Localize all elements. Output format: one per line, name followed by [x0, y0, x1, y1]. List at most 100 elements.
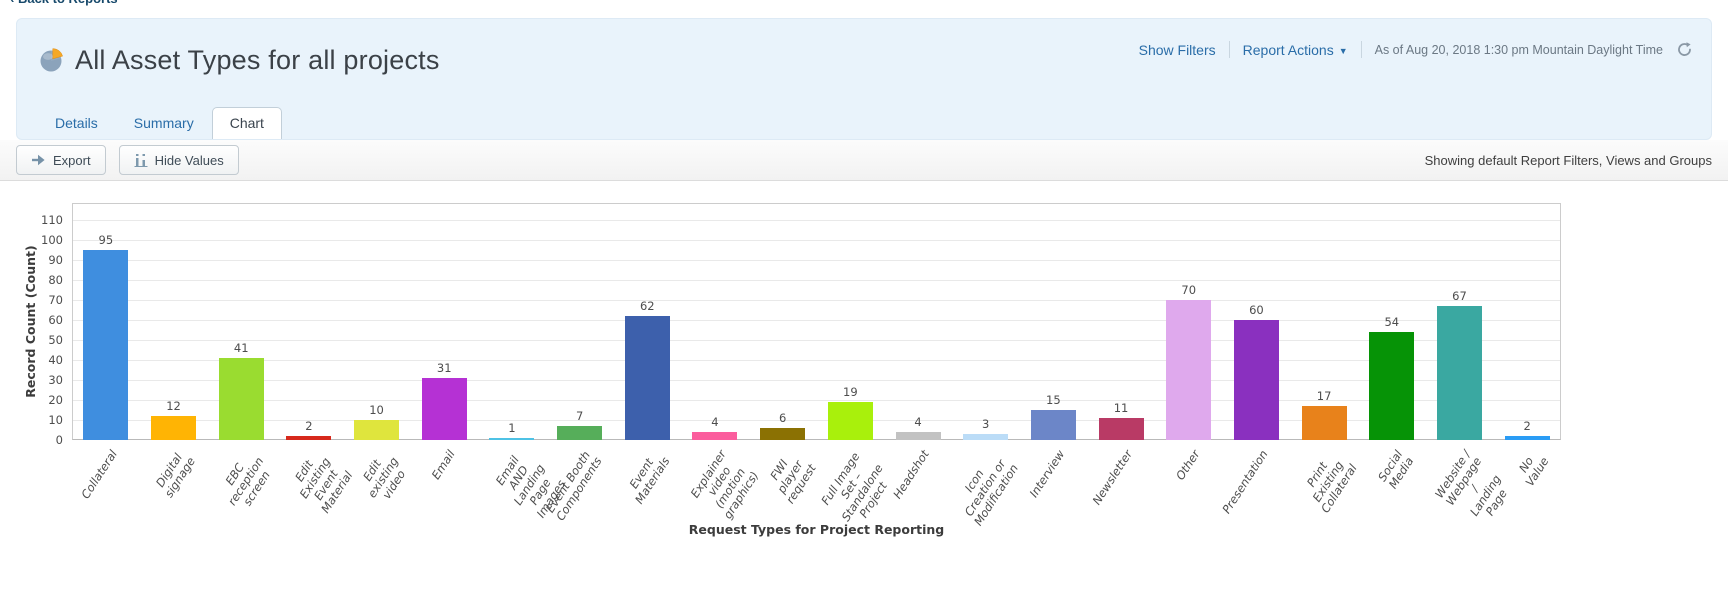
chart-bar[interactable]: [286, 436, 332, 440]
gridline: [73, 380, 1560, 381]
tab-summary[interactable]: Summary: [133, 115, 194, 131]
y-tick-label: 0: [55, 433, 63, 447]
gridline: [73, 360, 1560, 361]
x-axis-label: Headshot: [890, 447, 932, 502]
gridline: [73, 400, 1560, 401]
gridline: [73, 420, 1560, 421]
x-axis-label: Print Existing Collateral: [1304, 458, 1360, 516]
chart-bar[interactable]: [624, 316, 670, 440]
chart-bar[interactable]: [1369, 332, 1415, 440]
tab-chart[interactable]: Chart: [211, 107, 282, 139]
gridline: [73, 340, 1560, 341]
hide-values-button[interactable]: Hide Values: [118, 145, 239, 175]
report-header: All Asset Types for all projects Show Fi…: [16, 18, 1712, 140]
bar-value-label: 4: [711, 415, 719, 429]
refresh-icon[interactable]: [1676, 41, 1693, 58]
y-tick-label: 30: [48, 373, 63, 387]
chart-bar[interactable]: [557, 426, 603, 440]
chart-bar[interactable]: [1436, 306, 1482, 440]
chart-bar[interactable]: [1098, 418, 1144, 440]
chart-bar[interactable]: [760, 428, 806, 440]
x-axis-label: Event Materials: [626, 454, 673, 507]
bar-value-label: 60: [1249, 303, 1264, 317]
bar-value-label: 6: [778, 411, 787, 425]
hide-values-icon: [134, 154, 148, 167]
chart-bar[interactable]: [692, 432, 738, 440]
y-tick-label: 80: [48, 273, 63, 287]
gridline: [73, 260, 1560, 261]
chart-bar[interactable]: [1504, 436, 1550, 440]
chart-bar[interactable]: [1301, 406, 1347, 440]
as-of-timestamp: As of Aug 20, 2018 1:30 pm Mountain Dayl…: [1374, 42, 1663, 57]
divider: [1228, 41, 1230, 58]
chevron-down-icon: ▼: [1338, 45, 1348, 56]
chart-bar[interactable]: [354, 420, 400, 440]
plot-area: [72, 203, 1561, 440]
chart-bar[interactable]: [1030, 410, 1076, 440]
bar-value-label: 4: [914, 415, 922, 429]
divider: [1360, 41, 1362, 58]
bar-value-label: 41: [233, 341, 249, 355]
x-axis-label: EBC reception screen: [222, 454, 273, 509]
chart-bar[interactable]: [83, 250, 129, 440]
export-button[interactable]: Export: [16, 145, 106, 175]
gridline: [73, 280, 1560, 281]
y-tick-label: 10: [48, 413, 63, 427]
gridline: [73, 300, 1560, 301]
x-axis-label: Edit Existing Event Material: [292, 455, 356, 516]
chart-bar[interactable]: [827, 402, 873, 440]
x-axis-label: Edit existing video: [360, 454, 409, 502]
bar-value-label: 31: [436, 361, 452, 375]
bar-value-label: 17: [1316, 389, 1332, 403]
chart-bar[interactable]: [421, 378, 467, 440]
page-title: All Asset Types for all projects: [75, 45, 440, 75]
x-axis-label: Collateral: [78, 447, 120, 502]
bar-value-label: 2: [1523, 419, 1531, 433]
x-axis-label: Website / Webpage / Landing Page: [1432, 447, 1510, 519]
x-axis-label: Newsletter: [1089, 447, 1135, 508]
pie-chart-icon: [40, 48, 63, 72]
x-axis-title: Request Types for Project Reporting: [688, 522, 945, 537]
chart-bar[interactable]: [1233, 320, 1279, 440]
x-axis-label: Email: [429, 447, 459, 482]
bar-value-label: 67: [1452, 289, 1467, 303]
bar-value-label: 15: [1046, 393, 1061, 407]
x-axis-label: Full Image Set – Standalone Project: [818, 449, 891, 524]
bar-value-label: 3: [982, 417, 990, 431]
chart-bar[interactable]: [1166, 300, 1212, 440]
y-tick-label: 90: [48, 253, 63, 267]
gridline: [73, 320, 1560, 321]
bar-value-label: 70: [1181, 283, 1197, 297]
y-tick-label: 20: [48, 393, 63, 407]
y-tick-label: 110: [41, 213, 63, 227]
header-actions: Show Filters Report Actions ▼ As of Aug 2…: [1139, 41, 1693, 58]
chart-bar[interactable]: [151, 416, 197, 440]
tab-details[interactable]: Details: [55, 115, 98, 131]
show-filters-link[interactable]: Show Filters: [1138, 41, 1216, 58]
x-axis-label: Social Media: [1375, 447, 1417, 492]
y-tick-label: 40: [48, 353, 63, 367]
bar-value-label: 7: [575, 409, 584, 423]
y-tick-label: 70: [48, 293, 63, 307]
bar-value-label: 12: [166, 399, 181, 413]
chart-bar[interactable]: [895, 432, 941, 440]
x-axis-label: Presentation: [1218, 447, 1271, 517]
x-axis-label: No Value: [1516, 454, 1552, 489]
bar-chart: Record Count (Count) Request Types for P…: [0, 181, 1728, 604]
y-tick-label: 100: [41, 233, 63, 247]
chart-bar[interactable]: [963, 434, 1009, 440]
bar-value-label: 10: [369, 403, 384, 417]
bar-value-label: 2: [305, 419, 313, 433]
chart-bar[interactable]: [489, 438, 535, 440]
back-arrow-icon: ‹: [10, 0, 18, 6]
report-actions-menu[interactable]: Report Actions ▼: [1242, 41, 1348, 58]
gridline: [73, 240, 1560, 241]
back-to-reports-link[interactable]: ‹ Back to Reports: [10, 0, 118, 6]
y-tick-label: 60: [48, 313, 63, 327]
x-axis-label: Interview: [1026, 447, 1068, 500]
x-axis-label: Digital signage: [153, 450, 199, 501]
chart-toolbar: Export Hide Values Showing default Repor…: [0, 140, 1728, 181]
default-filters-status: Showing default Report Filters, Views an…: [1424, 152, 1712, 168]
chart-bar[interactable]: [218, 358, 264, 440]
